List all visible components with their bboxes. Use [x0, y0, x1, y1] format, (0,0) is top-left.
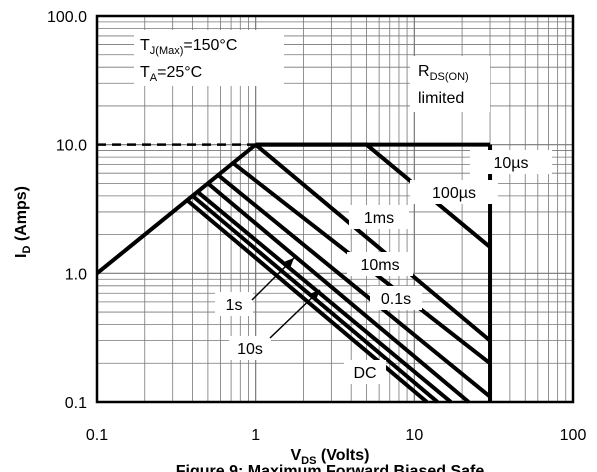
curve-label-01s: 0.1s	[381, 291, 411, 308]
y-tick-label: 10.0	[56, 138, 87, 155]
curve-01s	[206, 181, 470, 404]
y-tick-label: 0.1	[65, 395, 87, 412]
arrow-1s-head	[284, 258, 294, 268]
curve-label-10ms: 10ms	[360, 257, 399, 274]
arrow-10s-head	[310, 290, 320, 300]
x-tick-label: 10	[405, 427, 423, 444]
curve-10s	[191, 194, 439, 404]
curve-label-background	[370, 286, 422, 310]
curve-label-background	[347, 252, 413, 276]
plot-frame	[95, 14, 575, 404]
curve-label-background	[215, 292, 253, 316]
y-tick-label: 100.0	[47, 9, 87, 26]
y-tick-label: 1.0	[65, 266, 87, 283]
arrow-1s-line	[251, 257, 295, 301]
y-axis-label: ID (Amps)	[13, 186, 33, 258]
condition-tj-label: TJ(Max)=150°C	[140, 37, 237, 57]
curves	[95, 142, 493, 404]
curve-label-background	[470, 150, 552, 174]
rds-on-label: RDS(ON)	[418, 63, 469, 83]
curve-10s	[255, 142, 492, 249]
curve-label-background	[344, 360, 386, 384]
curve-10ms	[216, 173, 492, 399]
x-tick-label: 0.1	[86, 427, 108, 444]
curve-label-10s: 10s	[237, 341, 263, 358]
x-axis-label: VDS (Volts)	[291, 447, 370, 467]
rds-on-limit-line	[95, 143, 257, 275]
curve-labels: 10µs 100µs 1ms 10ms 0.1s 1s 10s DC	[134, 30, 552, 384]
curve-label-DC: DC	[353, 365, 376, 382]
x-tick-label: 100	[560, 427, 587, 444]
curve-label-10s: 10µs	[493, 155, 528, 172]
tick-labels: 0.1 1 10 100 0.1 1.0 10.0 100.0	[47, 9, 586, 444]
curve-label-1s: 1s	[226, 297, 243, 314]
curve-DC	[185, 198, 429, 404]
conditions-background	[134, 30, 284, 86]
condition-ta-label: TA=25°C	[140, 64, 202, 84]
x-tick-label: 1	[251, 427, 260, 444]
curve-label-100s: 100µs	[432, 185, 476, 202]
curve-label-background	[349, 205, 409, 229]
curve-label-background	[410, 180, 498, 204]
rds-limited-label: limited	[418, 90, 464, 107]
curve-label-1ms: 1ms	[364, 210, 394, 227]
curve-1s	[196, 190, 453, 404]
curve-100s	[254, 143, 492, 343]
curve-label-background	[229, 336, 271, 360]
arrow-10s-line	[269, 289, 321, 339]
figure-caption: Figure 9: Maximum Forward Biased Safe	[176, 463, 485, 472]
rds-label-background	[410, 56, 490, 112]
